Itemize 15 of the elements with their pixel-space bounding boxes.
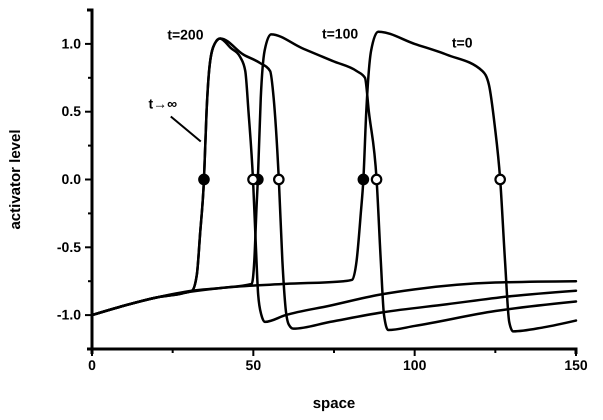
series-label: t=200: [167, 26, 204, 42]
x-tick-label: 150: [564, 356, 588, 373]
y-tick-label: 0.0: [62, 170, 82, 187]
text: t→∞: [148, 95, 178, 112]
x-axis-title: space: [312, 395, 356, 412]
series-label: t=0: [452, 34, 473, 51]
series-label: t=100: [322, 25, 358, 42]
y-tick-label: 1.0: [62, 35, 82, 52]
x-tick-label: 0: [88, 356, 96, 373]
x-tick-label: 50: [246, 356, 262, 373]
x-tick-label: 100: [402, 356, 427, 373]
y-tick-label: 0.5: [62, 103, 82, 120]
y-tick-label: -1.0: [56, 306, 82, 323]
y-axis-title: activator level: [7, 129, 24, 230]
y-tick-label: -0.5: [56, 238, 82, 255]
